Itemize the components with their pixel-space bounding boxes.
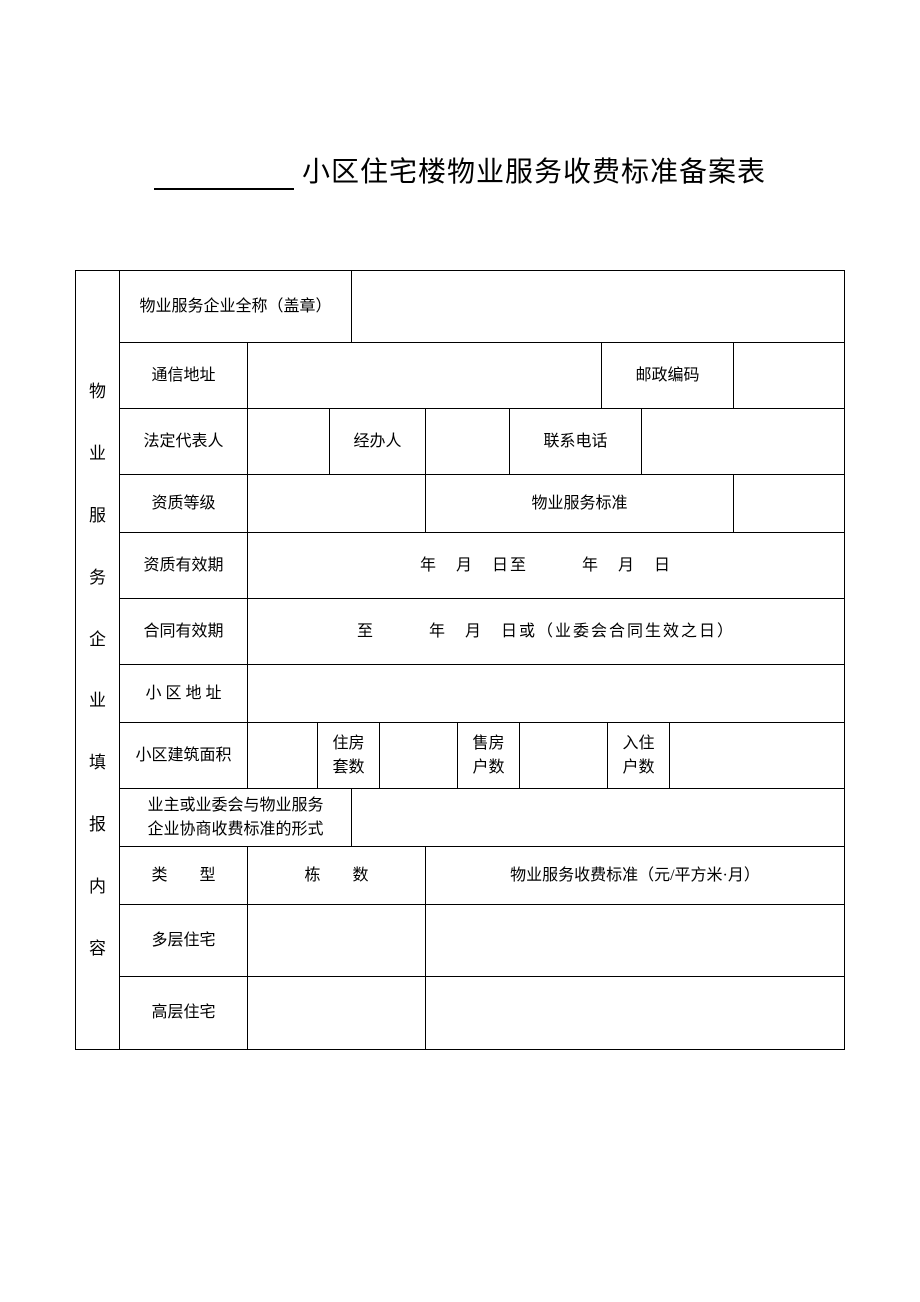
grid-body: 物业服务企业全称（盖章） 通信地址 邮政编码 法定代表人 经办人 联系电话 [120,271,844,1049]
value-nego-form [352,789,844,846]
value-sold-count [520,723,608,788]
label-service-std: 物业服务标准 [426,475,734,532]
label-zip: 邮政编码 [602,343,734,408]
row-area-units: 小区建筑面积 住房 套数 售房 户数 入住 户数 [120,723,844,789]
side-char: 填 [89,754,106,771]
section-side-label: 物 业 服 务 企 业 填 报 内 容 [76,271,120,1049]
title-blank-underline [154,160,294,190]
side-char: 务 [89,569,106,586]
header-building-count: 栋 数 [248,847,426,904]
header-type: 类 型 [120,847,248,904]
value-build-area [248,723,318,788]
page-title: 小区住宅楼物业服务收费标准备案表 [302,157,766,188]
row-fee-header: 类 型 栋 数 物业服务收费标准（元/平方米·月） [120,847,844,905]
value-service-std [734,475,844,532]
title-row: 小区住宅楼物业服务收费标准备案表 [75,150,845,190]
label-occ-count: 入住 户数 [608,723,670,788]
value-contract-valid: 至 年 月 日或（业委会合同生效之日） [248,599,844,664]
row-contract-valid: 合同有效期 至 年 月 日或（业委会合同生效之日） [120,599,844,665]
row-highrise: 高层住宅 [120,977,844,1049]
label-nego-form: 业主或业委会与物业服务 企业协商收费标准的形式 [120,789,352,846]
value-agent [426,409,510,474]
label-agent: 经办人 [330,409,426,474]
value-multistory-count [248,905,426,976]
label-community-addr: 小 区 地 址 [120,665,248,722]
row-qual-valid: 资质有效期 年 月 日至 年 月 日 [120,533,844,599]
value-highrise-count [248,977,426,1049]
header-fee-std: 物业服务收费标准（元/平方米·月） [426,847,844,904]
label-phone: 联系电话 [510,409,642,474]
label-multistory: 多层住宅 [120,905,248,976]
side-char: 业 [89,692,106,709]
side-char: 物 [89,383,106,400]
value-community-addr [248,665,844,722]
value-zip [734,343,844,408]
label-qual-grade: 资质等级 [120,475,248,532]
label-highrise: 高层住宅 [120,977,248,1049]
label-contract-valid: 合同有效期 [120,599,248,664]
value-occ-count [670,723,844,788]
side-char: 容 [89,940,106,957]
value-company-name [352,271,844,342]
side-char: 业 [89,445,106,462]
value-multistory-fee [426,905,844,976]
label-unit-count: 住房 套数 [318,723,380,788]
page: 小区住宅楼物业服务收费标准备案表 物 业 服 务 企 业 填 报 内 容 物业服… [0,0,920,1050]
label-qual-valid: 资质有效期 [120,533,248,598]
side-char: 企 [89,631,106,648]
form-table: 物 业 服 务 企 业 填 报 内 容 物业服务企业全称（盖章） 通信地址 邮政… [75,270,845,1050]
row-address: 通信地址 邮政编码 [120,343,844,409]
value-phone [642,409,844,474]
label-sold-count: 售房 户数 [458,723,520,788]
row-legal: 法定代表人 经办人 联系电话 [120,409,844,475]
value-qual-valid: 年 月 日至 年 月 日 [248,533,844,598]
value-qual-grade [248,475,426,532]
row-nego-form: 业主或业委会与物业服务 企业协商收费标准的形式 [120,789,844,847]
label-address: 通信地址 [120,343,248,408]
label-build-area: 小区建筑面积 [120,723,248,788]
row-qualification: 资质等级 物业服务标准 [120,475,844,533]
label-company-name: 物业服务企业全称（盖章） [120,271,352,342]
value-highrise-fee [426,977,844,1049]
side-char: 服 [89,507,106,524]
side-char: 报 [89,816,106,833]
value-unit-count [380,723,458,788]
side-char: 内 [89,878,106,895]
value-address [248,343,602,408]
value-legal-rep [248,409,330,474]
row-company-name: 物业服务企业全称（盖章） [120,271,844,343]
row-community-addr: 小 区 地 址 [120,665,844,723]
label-legal-rep: 法定代表人 [120,409,248,474]
row-multistory: 多层住宅 [120,905,844,977]
